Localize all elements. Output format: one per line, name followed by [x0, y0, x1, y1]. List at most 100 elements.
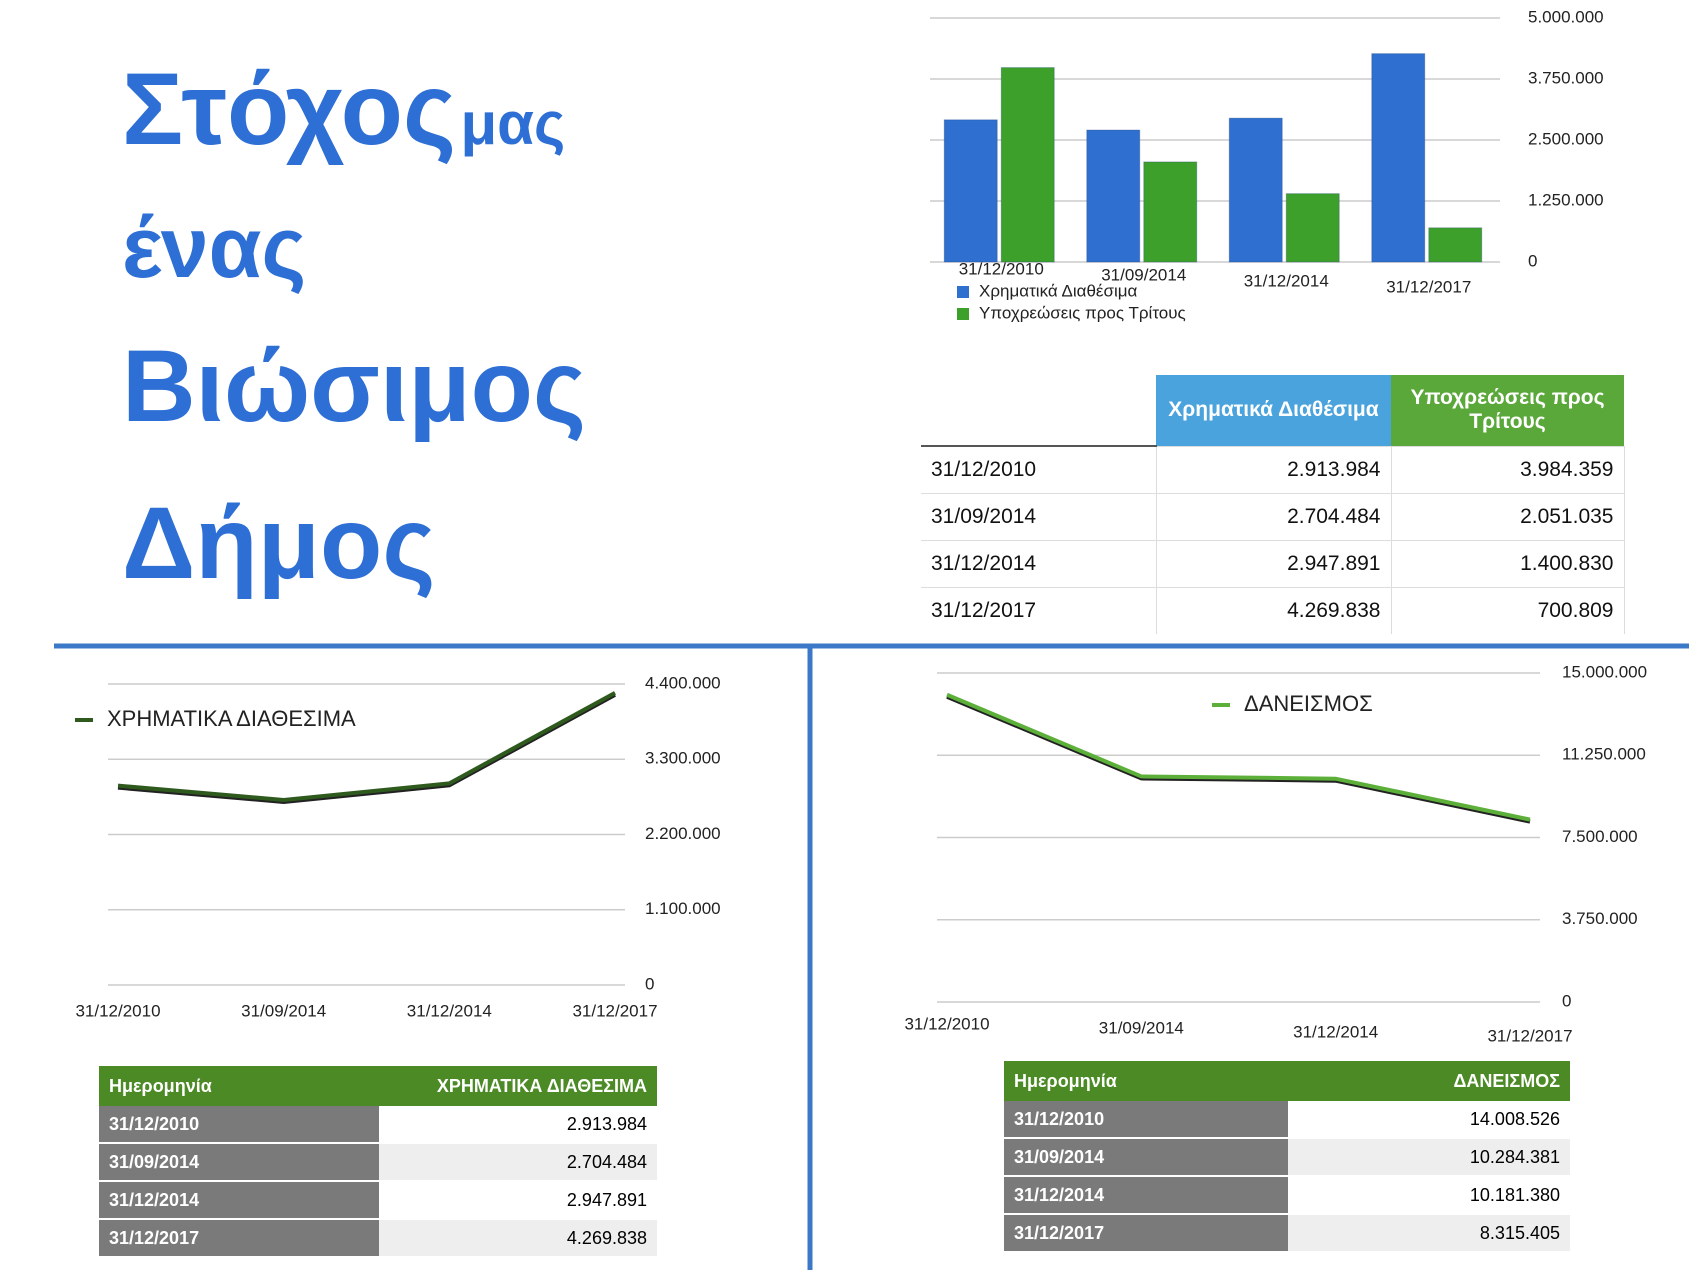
header-row: Ημερομηνία ΔΑΝΕΙΣΜΟΣ	[1004, 1061, 1570, 1101]
cell: 31/12/2010	[99, 1106, 379, 1144]
bar	[1228, 117, 1283, 263]
y-tick-label: 1.250.000	[1528, 190, 1604, 209]
bar	[1086, 129, 1141, 263]
cell: 10.284.381	[1288, 1138, 1570, 1177]
row: 31/09/2014 2.704.484 2.051.035	[921, 493, 1625, 541]
header-cell: ΧΡΗΜΑΤΙΚΑ ΔΙΑΘΕΣΙΜΑ	[379, 1066, 657, 1106]
y-tick-label: 2.200.000	[645, 824, 721, 843]
cell: 2.947.891	[379, 1181, 657, 1220]
legend-swatch	[957, 308, 969, 320]
cell: 2.913.984	[1156, 445, 1392, 494]
header-row: Ημερομηνία ΧΡΗΜΑΤΙΚΑ ΔΙΑΘΕΣΙΜΑ	[99, 1066, 657, 1106]
header-cell: Ημερομηνία	[1004, 1061, 1288, 1101]
legend-label: Υποχρεώσεις προς Τρίτους	[979, 303, 1186, 322]
cell: 4.269.838	[1156, 587, 1392, 634]
bar	[1428, 227, 1483, 263]
x-tick-label: 31/12/2010	[904, 1014, 989, 1033]
legend-label: Χρηματικά Διαθέσιμα	[979, 281, 1138, 300]
bar	[1285, 193, 1340, 263]
title-line: Στόχος μας	[122, 58, 565, 160]
x-tick-label: 31/12/2010	[75, 1001, 160, 1020]
cell: 31/12/2017	[99, 1219, 379, 1258]
row: 31/12/2014 2.947.891 1.400.830	[921, 540, 1625, 588]
cell: 31/09/2014	[921, 493, 1157, 541]
cell: 31/12/2014	[921, 540, 1157, 588]
header-cell	[921, 375, 1156, 447]
title-word: Δήμος	[122, 486, 436, 600]
table: Ημερομηνία ΧΡΗΜΑΤΙΚΑ ΔΙΑΘΕΣΙΜΑ 31/12/2010 2…	[99, 1066, 657, 1258]
line	[117, 691, 616, 802]
cell: 2.913.984	[379, 1106, 657, 1144]
cell: 700.809	[1391, 587, 1625, 634]
header-cell: Ημερομηνία	[99, 1066, 379, 1106]
cell: 2.704.484	[379, 1143, 657, 1182]
row: 31/12/2014 10.181.380	[1004, 1176, 1570, 1215]
y-tick-label: 3.750.000	[1562, 909, 1638, 928]
cell: 31/12/2017	[1004, 1214, 1288, 1253]
cell: 3.984.359	[1391, 445, 1625, 494]
cell: 2.051.035	[1391, 493, 1625, 541]
row: 31/12/2017 8.315.405	[1004, 1214, 1570, 1253]
x-tick-label: 31/09/2014	[1099, 1018, 1184, 1037]
row: 31/12/2017 4.269.838	[99, 1219, 657, 1258]
row: 31/12/2017 4.269.838 700.809	[921, 587, 1625, 634]
x-tick-label: 31/12/2014	[1244, 271, 1329, 290]
row: 31/09/2014 10.284.381	[1004, 1138, 1570, 1177]
legend-label: ΧΡΗΜΑΤΙΚΑ ΔΙΑΘΕΣΙΜΑ	[107, 706, 356, 731]
y-tick-label: 1.100.000	[645, 899, 721, 918]
cell: 31/09/2014	[1004, 1138, 1288, 1177]
row: 31/12/2010 2.913.984	[99, 1106, 657, 1144]
y-tick-label: 0	[1562, 991, 1571, 1010]
title-word: Στόχος	[122, 52, 456, 166]
row: 31/12/2010 2.913.984 3.984.359	[921, 445, 1625, 494]
header-cell: Χρηματικά Διαθέσιμα	[1156, 375, 1391, 446]
header-cell: Υποχρεώσεις προς Τρίτους	[1391, 375, 1624, 446]
legend-swatch	[957, 286, 969, 298]
legend-label: ΔΑΝΕΙΣΜΟΣ	[1244, 691, 1373, 716]
cell: 31/09/2014	[99, 1143, 379, 1182]
y-tick-label: 0	[645, 974, 654, 993]
row: 31/12/2014 2.947.891	[99, 1181, 657, 1220]
header-cell: ΔΑΝΕΙΣΜΟΣ	[1288, 1061, 1570, 1101]
row: 31/12/2010 14.008.526	[1004, 1101, 1570, 1139]
cell: 14.008.526	[1288, 1101, 1570, 1139]
cell: 2.704.484	[1156, 493, 1392, 541]
cell: 31/12/2010	[921, 445, 1157, 494]
y-tick-label: 3.750.000	[1528, 68, 1604, 87]
cell: 4.269.838	[379, 1219, 657, 1258]
bar	[1000, 67, 1055, 263]
x-tick-label: 31/09/2014	[241, 1001, 326, 1020]
y-tick-label: 0	[1528, 251, 1537, 270]
x-tick-label: 31/12/2014	[407, 1001, 492, 1020]
y-tick-label: 4.400.000	[645, 673, 721, 692]
title-word: Βιώσιμος	[122, 329, 587, 443]
y-tick-label: 2.500.000	[1528, 129, 1604, 148]
y-tick-label: 11.250.000	[1562, 745, 1646, 764]
y-tick-label: 5.000.000	[1528, 7, 1604, 26]
cell: 31/12/2017	[921, 587, 1157, 634]
bar	[1143, 161, 1198, 263]
table: Χρηματικά Διαθέσιμα Υποχρεώσεις προς Τρίτ…	[921, 375, 1625, 634]
y-tick-label: 3.300.000	[645, 749, 721, 768]
y-tick-label: 15.000.000	[1562, 662, 1647, 681]
x-tick-label: 31/12/2014	[1293, 1022, 1378, 1041]
cell: 8.315.405	[1288, 1214, 1570, 1253]
cell: 2.947.891	[1156, 540, 1392, 588]
line	[946, 692, 1531, 822]
title-word: ένας	[122, 200, 307, 296]
cell: 1.400.830	[1391, 540, 1625, 588]
title-word: μας	[460, 90, 566, 157]
y-tick-label: 7.500.000	[1562, 827, 1638, 846]
bar	[1371, 53, 1426, 263]
x-tick-label: 31/12/2017	[572, 1001, 657, 1020]
cell: 31/12/2010	[1004, 1101, 1288, 1139]
cell: 10.181.380	[1288, 1176, 1570, 1215]
x-tick-label: 31/12/2017	[1487, 1026, 1572, 1045]
bar	[943, 119, 998, 263]
x-tick-label: 31/12/2010	[959, 259, 1044, 278]
table: Ημερομηνία ΔΑΝΕΙΣΜΟΣ 31/12/2010 14.008.526 3…	[1004, 1061, 1570, 1253]
cell: 31/12/2014	[1004, 1176, 1288, 1215]
x-tick-label: 31/12/2017	[1386, 277, 1471, 296]
